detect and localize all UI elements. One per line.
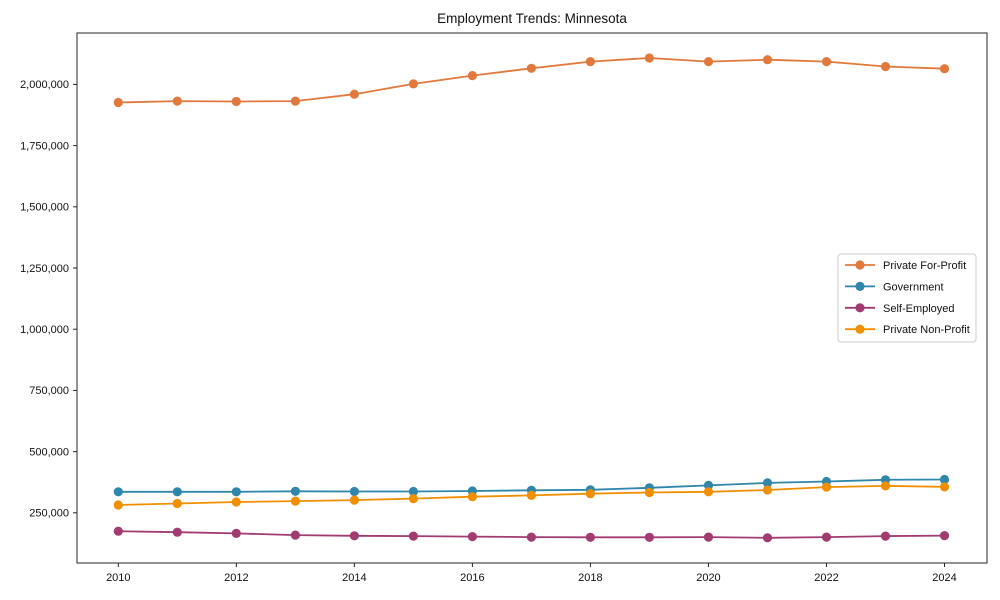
data-point-self-employed-2018 (585, 532, 596, 542)
y-tick-label: 1,500,000 (20, 202, 69, 214)
data-point-self-employed-2021 (762, 533, 773, 543)
y-tick-label: 2,000,000 (20, 79, 69, 91)
x-tick-label: 2012 (224, 572, 248, 584)
data-point-government-2020 (703, 480, 714, 490)
legend-label-government: Government (883, 281, 944, 293)
x-tick-label: 2020 (696, 572, 720, 584)
data-point-self-employed-2012 (231, 528, 241, 539)
data-point-private-for-profit-2023 (880, 61, 891, 72)
data-point-private-for-profit-2012 (231, 96, 241, 107)
data-point-private-non-profit-2020 (703, 487, 714, 497)
data-point-self-employed-2015 (408, 531, 418, 541)
data-point-self-employed-2017 (526, 532, 537, 542)
x-tick-label: 2022 (814, 572, 838, 584)
legend-marker-private-for-profit (855, 260, 865, 270)
legend-label-self-employed: Self-Employed (883, 303, 955, 315)
data-point-private-non-profit-2017 (526, 490, 537, 500)
x-tick-label: 2016 (460, 572, 484, 584)
plot-area: 250,000 500,000 750,000 1,000,000 1,250,000 1… (20, 32, 988, 584)
x-tick-label: 2024 (932, 572, 956, 584)
data-point-self-employed-2011 (172, 527, 182, 537)
data-point-private-non-profit-2022 (821, 482, 832, 492)
data-point-private-for-profit-2013 (290, 96, 300, 106)
data-point-government-2014 (349, 486, 359, 497)
y-tick-label: 1,000,000 (20, 324, 69, 336)
data-point-self-employed-2014 (349, 531, 359, 541)
y-tick-label: 250,000 (29, 508, 69, 520)
data-point-private-for-profit-2022 (821, 57, 832, 67)
data-point-private-for-profit-2010 (113, 97, 123, 108)
y-tick-label: 1,750,000 (20, 140, 69, 152)
data-point-private-non-profit-2015 (408, 494, 418, 504)
data-point-government-2011 (172, 487, 182, 497)
data-point-self-employed-2023 (880, 531, 891, 541)
data-point-self-employed-2020 (703, 532, 714, 542)
data-point-private-non-profit-2023 (880, 481, 891, 491)
legend-label-private-for-profit: Private For-Profit (883, 260, 966, 272)
data-point-private-for-profit-2021 (762, 55, 773, 65)
y-tick-label: 750,000 (29, 385, 69, 397)
data-point-self-employed-2013 (290, 530, 300, 540)
legend-label-private-non-profit: Private Non-Profit (883, 324, 970, 336)
data-point-private-non-profit-2024 (939, 482, 950, 492)
data-point-government-2013 (290, 486, 300, 496)
data-point-private-non-profit-2014 (349, 495, 359, 505)
legend-box (837, 253, 977, 343)
x-tick-label: 2018 (578, 572, 602, 584)
data-point-private-non-profit-2012 (231, 497, 241, 507)
data-point-self-employed-2016 (467, 532, 477, 542)
data-point-self-employed-2019 (644, 532, 655, 542)
data-point-self-employed-2010 (113, 526, 123, 536)
data-point-self-employed-2022 (821, 532, 832, 542)
y-tick-label: 500,000 (29, 446, 69, 458)
plot-border (76, 32, 988, 564)
y-tick-label: 1,250,000 (20, 263, 69, 275)
data-point-government-2012 (231, 487, 241, 497)
data-point-private-non-profit-2018 (585, 489, 596, 499)
data-point-private-for-profit-2015 (408, 79, 418, 89)
data-point-government-2015 (408, 486, 418, 497)
x-tick-label: 2014 (342, 572, 366, 584)
data-point-government-2021 (762, 478, 773, 488)
data-point-private-non-profit-2013 (290, 496, 300, 506)
chart-title: Employment Trends: Minnesota (437, 11, 627, 26)
data-point-private-for-profit-2014 (349, 89, 359, 99)
x-tick-label: 2010 (106, 572, 130, 584)
data-point-private-non-profit-2011 (172, 498, 182, 509)
data-point-private-non-profit-2019 (644, 487, 655, 498)
legend-marker-government (855, 281, 865, 291)
data-point-government-2024 (939, 474, 950, 485)
data-point-private-for-profit-2020 (703, 57, 714, 67)
data-point-private-for-profit-2016 (467, 71, 477, 81)
data-point-private-for-profit-2024 (939, 64, 950, 74)
legend: Private For-Profit Government Self-Employe… (837, 253, 977, 343)
legend-marker-private-non-profit (855, 324, 865, 334)
data-point-private-for-profit-2017 (526, 63, 537, 73)
data-point-private-for-profit-2011 (172, 96, 182, 106)
data-point-government-2010 (113, 487, 123, 497)
legend-marker-self-employed (855, 303, 865, 313)
data-point-private-non-profit-2016 (467, 492, 477, 502)
data-point-private-non-profit-2021 (762, 485, 773, 495)
data-point-private-for-profit-2018 (585, 57, 596, 67)
data-point-private-for-profit-2019 (644, 53, 655, 63)
data-point-self-employed-2024 (939, 531, 950, 541)
data-point-private-non-profit-2010 (113, 500, 123, 510)
